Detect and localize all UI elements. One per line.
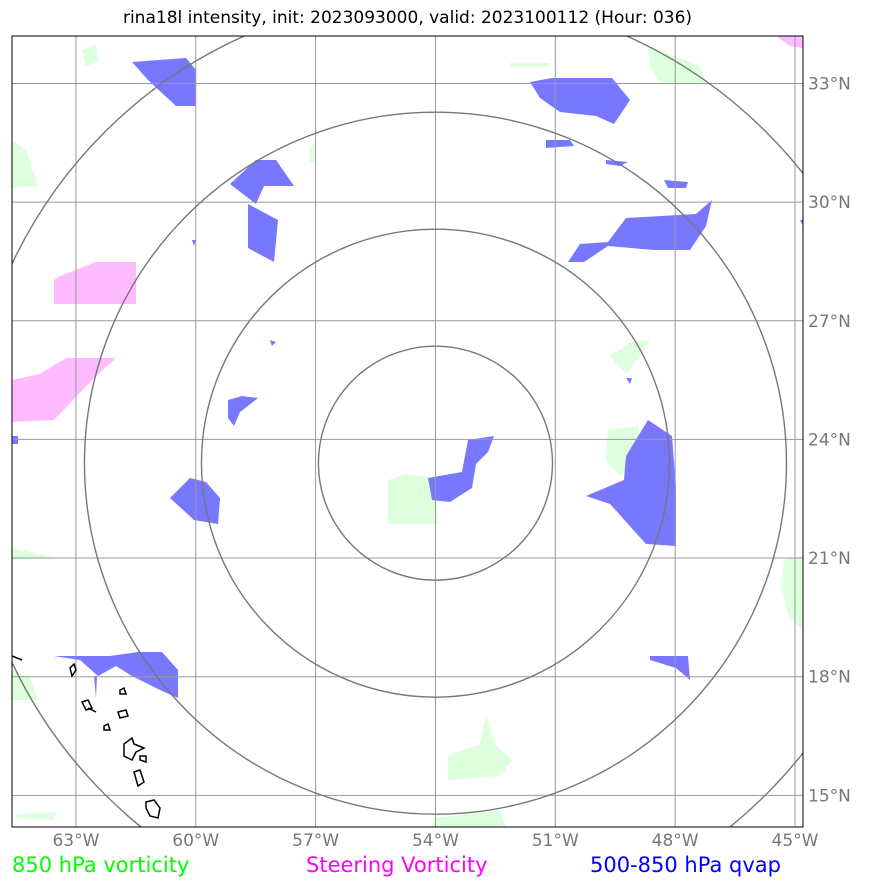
- qvap-area: [248, 204, 278, 262]
- vorticity-area: [310, 140, 316, 164]
- steering-area: [776, 36, 803, 48]
- vorticity-area: [12, 548, 56, 560]
- qvap-area: [428, 436, 494, 502]
- range-ring: [83, 111, 788, 815]
- latitude-label: 24°N: [808, 430, 851, 450]
- qvap-area: [270, 340, 276, 346]
- vorticity-area: [430, 810, 506, 827]
- steering-vorticity-layer: [12, 36, 803, 422]
- vorticity-area: [18, 812, 56, 820]
- longitude-label: 54°W: [412, 831, 459, 851]
- longitude-label: 48°W: [652, 831, 699, 851]
- island: [139, 755, 147, 764]
- vorticity-area: [648, 46, 706, 84]
- vorticity-area: [782, 556, 803, 632]
- latitude-label: 30°N: [808, 193, 851, 213]
- longitude-label: 51°W: [532, 831, 579, 851]
- qvap-area: [530, 78, 630, 124]
- island: [133, 769, 145, 788]
- range-ring: [200, 228, 671, 698]
- qvap-area: [800, 220, 803, 226]
- legend-850-vorticity: 850 hPa vorticity: [12, 853, 190, 877]
- vorticity-area: [12, 140, 38, 188]
- island: [117, 709, 129, 719]
- qvap-area: [546, 140, 574, 148]
- latitude-label: 33°N: [808, 74, 851, 94]
- steering-area: [54, 262, 136, 304]
- latitude-label: 15°N: [808, 786, 851, 806]
- island: [145, 799, 161, 819]
- coastline-segment: [87, 707, 97, 713]
- island: [69, 662, 77, 678]
- qvap-area: [626, 378, 632, 384]
- longitude-label: 45°W: [772, 831, 819, 851]
- coastline-segment: [12, 655, 23, 661]
- qvap-layer: [12, 58, 803, 698]
- vorticity-area: [388, 474, 438, 524]
- legend-steering-vorticity: Steering Vorticity: [306, 853, 488, 877]
- qvap-area: [664, 180, 688, 188]
- latitude-label: 27°N: [808, 312, 851, 332]
- qvap-area: [12, 436, 18, 444]
- latitude-label: 21°N: [808, 549, 851, 569]
- steering-area: [12, 358, 116, 422]
- island: [119, 686, 128, 695]
- island: [123, 736, 146, 762]
- vorticity-area: [510, 63, 550, 67]
- island: [103, 722, 112, 731]
- vorticity-area: [82, 44, 98, 66]
- longitude-label: 63°W: [52, 831, 99, 851]
- graticule: [12, 36, 803, 827]
- latitude-label: 18°N: [808, 668, 851, 688]
- range-ring: [317, 345, 554, 581]
- map-frame: [11, 35, 804, 828]
- vorticity-850-layer: [12, 44, 803, 827]
- qvap-area: [170, 478, 220, 524]
- longitude-label: 60°W: [172, 831, 219, 851]
- qvap-area: [94, 676, 97, 698]
- vorticity-area: [12, 670, 38, 700]
- tick-labels: 63°W 60°W 57°W 54°W 51°W 48°W 45°W 33°N 30°N 27°N…: [52, 74, 850, 851]
- vorticity-area: [448, 716, 512, 780]
- qvap-area: [568, 200, 712, 262]
- legend-qvap: 500-850 hPa qvap: [590, 853, 781, 877]
- qvap-area: [228, 396, 258, 426]
- qvap-area: [650, 656, 690, 680]
- qvap-area: [230, 160, 294, 204]
- map-title: rina18l intensity, init: 2023093000, val…: [122, 8, 693, 28]
- coastline-islands: [12, 655, 161, 819]
- qvap-area: [586, 420, 676, 546]
- qvap-area: [192, 240, 196, 246]
- island: [80, 699, 94, 711]
- longitude-label: 57°W: [292, 831, 339, 851]
